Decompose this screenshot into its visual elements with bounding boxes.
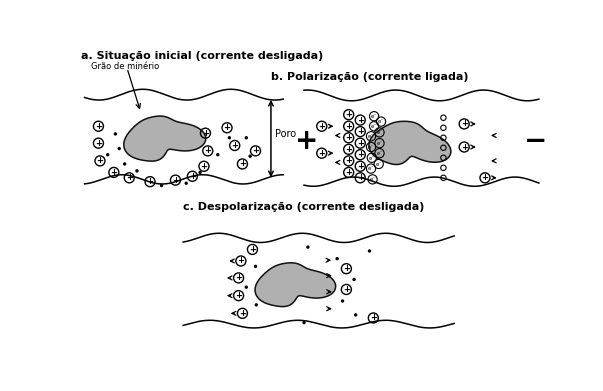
Text: +: + bbox=[204, 146, 211, 155]
Text: +: + bbox=[318, 122, 325, 131]
Text: e⁻: e⁻ bbox=[376, 130, 383, 135]
Circle shape bbox=[216, 153, 219, 156]
Circle shape bbox=[335, 257, 339, 260]
Circle shape bbox=[123, 162, 126, 166]
Text: +: + bbox=[95, 139, 102, 148]
Circle shape bbox=[254, 303, 258, 307]
Circle shape bbox=[198, 171, 202, 174]
Text: +: + bbox=[357, 127, 364, 136]
Text: +: + bbox=[345, 133, 352, 142]
Text: +: + bbox=[343, 285, 350, 294]
Text: Poro: Poro bbox=[275, 129, 296, 139]
Circle shape bbox=[302, 321, 306, 324]
Text: e⁻: e⁻ bbox=[368, 134, 374, 139]
Text: +: + bbox=[295, 127, 318, 155]
Circle shape bbox=[354, 313, 358, 317]
Text: e⁻: e⁻ bbox=[371, 124, 377, 129]
Text: −: − bbox=[524, 127, 548, 155]
Circle shape bbox=[248, 154, 252, 158]
Text: +: + bbox=[172, 176, 179, 185]
Text: +: + bbox=[189, 172, 196, 181]
Circle shape bbox=[106, 153, 109, 156]
Text: +: + bbox=[239, 160, 246, 169]
Text: +: + bbox=[318, 149, 325, 158]
Text: +: + bbox=[110, 168, 118, 177]
Text: e⁻: e⁻ bbox=[378, 120, 384, 124]
Text: e⁻: e⁻ bbox=[371, 114, 377, 119]
Text: +: + bbox=[357, 173, 364, 182]
Text: +: + bbox=[235, 273, 242, 282]
Polygon shape bbox=[124, 116, 206, 161]
Circle shape bbox=[245, 285, 248, 289]
Circle shape bbox=[254, 265, 257, 268]
Text: e⁻: e⁻ bbox=[376, 162, 382, 167]
Text: +: + bbox=[147, 177, 154, 186]
Text: e⁻: e⁻ bbox=[376, 141, 383, 146]
Circle shape bbox=[185, 181, 188, 185]
Text: Grão de minério: Grão de minério bbox=[90, 62, 159, 71]
Text: +: + bbox=[231, 141, 238, 150]
Text: +: + bbox=[461, 143, 468, 152]
Text: +: + bbox=[345, 110, 352, 119]
Text: +: + bbox=[126, 173, 133, 182]
Text: e⁻: e⁻ bbox=[368, 156, 375, 161]
Text: +: + bbox=[96, 156, 104, 165]
Text: +: + bbox=[235, 291, 242, 300]
Circle shape bbox=[135, 169, 139, 172]
Text: +: + bbox=[345, 122, 352, 131]
Text: +: + bbox=[345, 168, 352, 177]
Text: e⁻: e⁻ bbox=[370, 177, 376, 182]
Polygon shape bbox=[369, 121, 451, 165]
Circle shape bbox=[341, 300, 344, 303]
Text: e⁻: e⁻ bbox=[368, 167, 374, 172]
Text: +: + bbox=[461, 119, 468, 128]
Text: +: + bbox=[481, 173, 488, 182]
Text: b. Polarização (corrente ligada): b. Polarização (corrente ligada) bbox=[271, 72, 469, 82]
Circle shape bbox=[118, 147, 121, 150]
Circle shape bbox=[368, 249, 371, 253]
Circle shape bbox=[352, 278, 356, 281]
Text: e⁻: e⁻ bbox=[368, 145, 374, 150]
Text: +: + bbox=[345, 156, 352, 165]
Text: a. Situação inicial (corrente desligada): a. Situação inicial (corrente desligada) bbox=[81, 51, 323, 61]
Circle shape bbox=[245, 136, 248, 140]
Text: +: + bbox=[370, 314, 377, 323]
Text: +: + bbox=[238, 256, 244, 265]
Text: +: + bbox=[343, 264, 350, 273]
Text: +: + bbox=[200, 162, 207, 171]
Text: +: + bbox=[239, 309, 246, 318]
Text: +: + bbox=[249, 245, 256, 254]
Text: +: + bbox=[95, 122, 102, 131]
Text: +: + bbox=[345, 145, 352, 154]
Circle shape bbox=[228, 136, 231, 140]
Polygon shape bbox=[255, 263, 336, 307]
Text: +: + bbox=[357, 150, 364, 159]
Text: +: + bbox=[224, 123, 230, 132]
Circle shape bbox=[160, 184, 163, 187]
Text: c. Despolarização (corrente desligada): c. Despolarização (corrente desligada) bbox=[183, 203, 425, 212]
Text: +: + bbox=[202, 129, 209, 138]
Text: +: + bbox=[357, 139, 364, 148]
Text: +: + bbox=[357, 116, 364, 125]
Circle shape bbox=[306, 246, 309, 249]
Circle shape bbox=[114, 132, 117, 136]
Text: +: + bbox=[357, 162, 364, 171]
Text: e⁻: e⁻ bbox=[376, 151, 383, 156]
Text: +: + bbox=[252, 146, 259, 155]
